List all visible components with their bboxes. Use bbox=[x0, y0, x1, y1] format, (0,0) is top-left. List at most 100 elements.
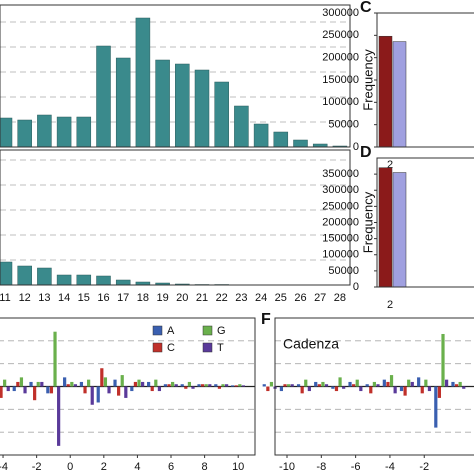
bar bbox=[56, 116, 72, 148]
bar bbox=[40, 381, 44, 387]
bar bbox=[17, 119, 32, 148]
y-tick-label: 350000 bbox=[322, 168, 359, 180]
x-tick-label: 23 bbox=[235, 292, 247, 304]
bar bbox=[290, 384, 294, 387]
panel-label: F bbox=[261, 311, 271, 328]
bar bbox=[49, 386, 54, 394]
x-tick-label: 11 bbox=[0, 292, 11, 304]
bar bbox=[167, 384, 171, 387]
bar bbox=[378, 167, 393, 288]
bar bbox=[225, 384, 229, 387]
legend-swatch bbox=[202, 325, 213, 336]
bar bbox=[124, 386, 128, 398]
x-tick-label: 8 bbox=[202, 461, 208, 473]
y-tick-label: 100000 bbox=[322, 249, 359, 261]
x-tick-label: -4 bbox=[385, 461, 395, 473]
x-tick-label: 17 bbox=[117, 292, 129, 304]
x-tick-label: -2 bbox=[32, 461, 42, 473]
bar bbox=[204, 384, 208, 387]
y-tick-label: 0 bbox=[353, 281, 359, 293]
bar bbox=[392, 172, 407, 288]
x-tick-label: 2 bbox=[101, 461, 107, 473]
bar bbox=[6, 386, 10, 392]
legend-swatch bbox=[152, 342, 163, 353]
bar bbox=[155, 59, 170, 148]
legend-swatch bbox=[152, 325, 163, 336]
x-tick-label: 24 bbox=[255, 292, 267, 304]
bar bbox=[458, 381, 462, 387]
bar bbox=[352, 384, 356, 387]
bar bbox=[36, 381, 40, 387]
bar bbox=[451, 381, 455, 387]
bar bbox=[17, 265, 32, 286]
bar bbox=[378, 35, 393, 148]
legend-label: A bbox=[167, 325, 175, 337]
bar bbox=[324, 384, 329, 387]
panel-frame bbox=[0, 4, 351, 148]
bar bbox=[424, 379, 428, 387]
bar bbox=[56, 274, 72, 286]
bar bbox=[130, 386, 134, 392]
y-tick-label: 250000 bbox=[322, 200, 359, 212]
x-tick-label: 6 bbox=[168, 461, 174, 473]
bar bbox=[133, 381, 138, 387]
bar bbox=[87, 379, 91, 387]
bar bbox=[0, 386, 3, 398]
x-tick-label: 28 bbox=[334, 292, 346, 304]
bar bbox=[234, 105, 249, 148]
x-tick-label: 2 bbox=[387, 299, 393, 311]
y-tick-label: 250000 bbox=[322, 29, 359, 41]
bar bbox=[217, 386, 222, 389]
x-tick-label: 12 bbox=[19, 292, 31, 304]
x-tick-label: -10 bbox=[279, 461, 295, 473]
panel-label: C bbox=[360, 0, 372, 16]
x-tick-label: 25 bbox=[275, 292, 287, 304]
bar bbox=[107, 386, 111, 394]
bar bbox=[29, 381, 33, 387]
x-tick-label: -2 bbox=[419, 461, 429, 473]
x-tick-label: 26 bbox=[294, 292, 306, 304]
bar bbox=[70, 381, 74, 387]
x-tick-label: 14 bbox=[58, 292, 70, 304]
bar bbox=[76, 116, 92, 148]
bar bbox=[174, 384, 178, 387]
bar bbox=[241, 385, 246, 387]
bar bbox=[293, 139, 308, 148]
panel-frame bbox=[0, 149, 351, 286]
bar bbox=[19, 377, 24, 387]
bar bbox=[355, 379, 359, 387]
legend-label: G bbox=[217, 325, 226, 337]
bar bbox=[197, 384, 201, 387]
x-tick-label: 13 bbox=[38, 292, 50, 304]
y-axis-title: Frequency bbox=[360, 49, 375, 111]
bar bbox=[33, 386, 37, 401]
bar bbox=[399, 386, 404, 392]
bar bbox=[417, 377, 421, 387]
bar bbox=[113, 379, 117, 387]
bar bbox=[334, 386, 339, 392]
bar bbox=[420, 386, 424, 394]
bar bbox=[407, 379, 411, 387]
bar bbox=[317, 384, 321, 387]
annotation: Cadenza bbox=[283, 336, 339, 352]
bar bbox=[376, 384, 380, 387]
bar bbox=[0, 117, 13, 148]
bar bbox=[331, 386, 335, 389]
bar bbox=[296, 384, 301, 387]
bar bbox=[369, 386, 373, 394]
bar bbox=[262, 384, 266, 387]
y-tick-label: 300000 bbox=[322, 7, 359, 19]
bar bbox=[175, 63, 190, 148]
x-tick-label: 19 bbox=[156, 292, 168, 304]
bar bbox=[253, 123, 269, 148]
bar bbox=[437, 386, 442, 398]
bar bbox=[171, 381, 175, 387]
bar bbox=[269, 381, 274, 387]
panel-frame bbox=[376, 157, 474, 288]
bar bbox=[154, 379, 158, 387]
bar bbox=[83, 386, 87, 394]
x-tick-label: 22 bbox=[216, 292, 228, 304]
bar bbox=[338, 377, 342, 387]
y-tick-label: 200000 bbox=[322, 52, 359, 64]
bar bbox=[287, 384, 291, 387]
